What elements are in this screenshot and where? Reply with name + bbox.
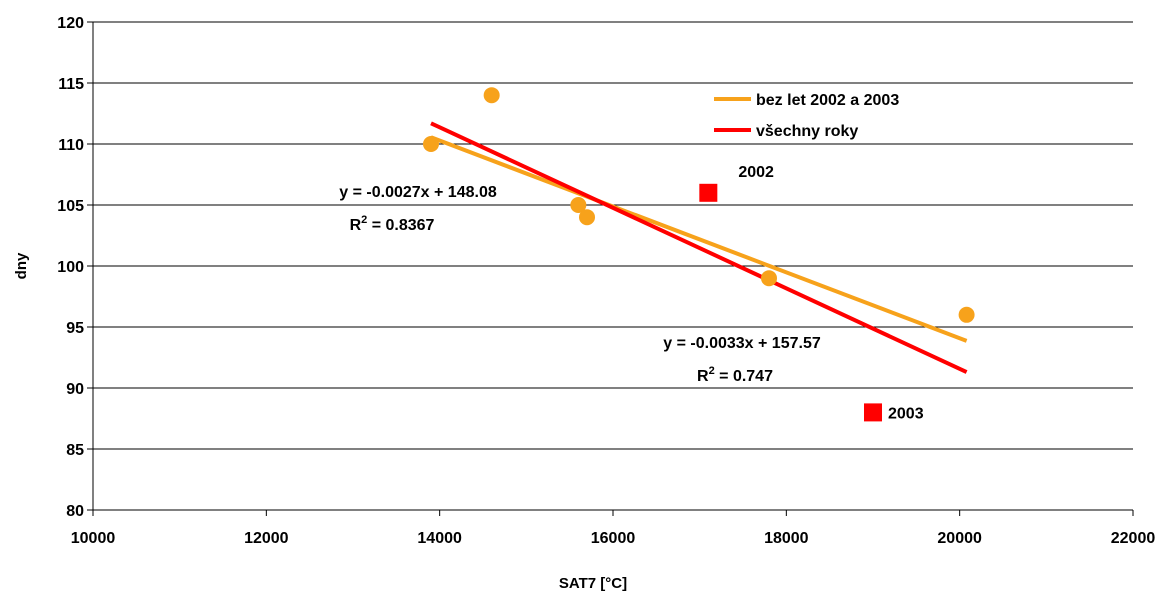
x-tick-label-14000: 14000 <box>417 530 462 547</box>
data-point-1-0 <box>699 183 718 202</box>
data-point-0-2 <box>570 197 587 213</box>
x-axis-title: SAT7 [°C] <box>559 575 627 592</box>
point-labels: 2002 2003 <box>738 164 923 423</box>
y-axis-title: dny <box>13 252 30 279</box>
data-point-0-4 <box>761 270 777 287</box>
trendline-0 <box>430 135 968 343</box>
y-tick-label-100: 100 <box>57 259 84 276</box>
equation-orange-text: y = -0.0027x + 148.08 <box>339 184 497 201</box>
r2-orange-text: R2 = 0.8367 <box>350 214 435 234</box>
x-tick-label-12000: 12000 <box>244 530 289 547</box>
legend-label-red: všechny roky <box>756 123 858 140</box>
y-tick-label-115: 115 <box>58 76 84 93</box>
x-tick-label-16000: 16000 <box>591 530 636 547</box>
y-tick-label-90: 90 <box>66 381 84 398</box>
data-point-0-5 <box>958 306 975 323</box>
trendlines <box>430 121 968 374</box>
data-point-0-3 <box>579 209 595 226</box>
x-tick-label-20000: 20000 <box>937 530 982 547</box>
axes <box>87 21 1134 516</box>
equation-red-text: y = -0.0033x + 157.57 <box>663 335 821 352</box>
data-point-0-1 <box>483 87 500 104</box>
x-tick-label-18000: 18000 <box>764 530 809 547</box>
point-label-2003: 2003 <box>888 405 924 422</box>
y-tick-label-105: 105 <box>57 198 84 215</box>
legend-label-orange: bez let 2002 a 2003 <box>756 92 899 109</box>
equation-orange: y = -0.0027x + 148.08 R2 = 0.8367 <box>339 184 497 234</box>
x-tick-label-10000: 10000 <box>71 530 116 547</box>
data-point-0-0 <box>423 136 439 152</box>
point-label-2002: 2002 <box>738 164 774 181</box>
grid-lines <box>93 21 1133 450</box>
y-tick-label-110: 110 <box>58 137 84 154</box>
tick-labels: 80 85 90 95 100 105 110 115 120 10000 12000 14000 16… <box>57 15 1155 547</box>
data-points <box>423 87 975 422</box>
legend: bez let 2002 a 2003 všechny roky <box>714 92 899 140</box>
trendline-1 <box>430 121 968 374</box>
equation-red: y = -0.0033x + 157.57 R2 = 0.747 <box>663 335 821 385</box>
r2-red-text: R2 = 0.747 <box>697 365 773 385</box>
x-tick-label-22000: 22000 <box>1111 530 1156 547</box>
y-tick-label-80: 80 <box>66 503 84 520</box>
y-tick-label-120: 120 <box>57 15 84 32</box>
y-tick-label-95: 95 <box>66 320 84 337</box>
y-tick-label-85: 85 <box>66 442 84 459</box>
data-point-1-1 <box>864 403 882 422</box>
